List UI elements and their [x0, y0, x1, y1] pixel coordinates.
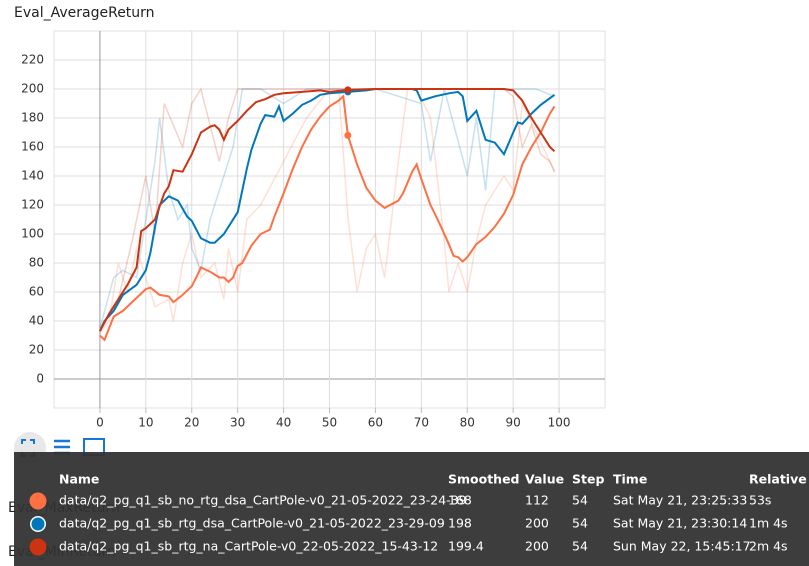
x-tick-label: 50	[322, 416, 337, 430]
smoothed-line	[99, 88, 556, 332]
column-header: Name	[59, 472, 99, 487]
cell-name: data/q2_pg_q1_sb_rtg_na_CartPole-v0_22-0…	[59, 539, 438, 554]
x-tick-label: 70	[414, 416, 429, 430]
run-swatch	[29, 492, 47, 510]
x-tick-label: 40	[276, 416, 291, 430]
x-tick-label: 80	[460, 416, 475, 430]
y-tick-label: 40	[29, 314, 44, 328]
raw-line	[99, 88, 555, 329]
y-tick-label: 100	[21, 227, 44, 241]
column-header: Value	[525, 472, 564, 487]
column-header: Time	[613, 472, 647, 487]
y-tick-label: 160	[21, 140, 44, 154]
y-tick-label: 180	[21, 111, 44, 125]
cell-value: 200	[525, 539, 549, 554]
cell-relative: 2m 4s	[749, 539, 788, 554]
y-tick-label: 200	[21, 82, 44, 96]
y-tick-label: 80	[29, 256, 44, 270]
cell-relative: 1m 4s	[749, 516, 788, 531]
y-tick-label: 220	[21, 53, 44, 67]
column-header: Smoothed	[448, 472, 520, 487]
cell-value: 112	[525, 493, 549, 508]
hover-point	[344, 86, 352, 94]
cell-smoothed: 198	[448, 516, 472, 531]
raw-line	[99, 88, 556, 334]
smoothed-line	[98, 88, 556, 332]
x-tick-label: 60	[368, 416, 383, 430]
plot: 0 20 40 60 80 100 120 140 160 180 200 220 0 10 20 30 40 5…	[21, 30, 606, 430]
x-tick-label: 30	[230, 416, 245, 430]
smoothed-line	[99, 94, 556, 342]
hover-point	[344, 131, 352, 139]
list-icon[interactable]	[54, 439, 70, 455]
y-tick-label: 120	[21, 198, 44, 212]
fullscreen-icon[interactable]	[21, 439, 35, 457]
cell-value: 200	[525, 516, 549, 531]
cell-name: data/q2_pg_q1_sb_no_rtg_dsa_CartPole-v0_…	[59, 493, 467, 508]
cell-time: Sat May 21, 23:25:33	[613, 493, 747, 508]
column-header: Relative	[749, 472, 807, 487]
y-tick-label: 60	[29, 285, 44, 299]
x-tick-label: 0	[96, 416, 104, 430]
y-tick-label: 20	[29, 343, 44, 357]
cell-step: 54	[572, 516, 588, 531]
x-tick-label: 100	[548, 416, 571, 430]
y-tick-label: 0	[36, 372, 44, 386]
chart-title: Eval_AverageReturn	[14, 5, 155, 21]
cell-relative: 53s	[749, 493, 771, 508]
cell-smoothed: 168	[448, 493, 472, 508]
cell-smoothed: 199.4	[448, 539, 484, 554]
run-swatch	[31, 517, 45, 531]
column-header: Step	[572, 472, 604, 487]
cell-step: 54	[572, 539, 588, 554]
x-tick-label: 20	[184, 416, 199, 430]
x-tick-label: 10	[138, 416, 153, 430]
cell-time: Sat May 21, 23:30:14	[613, 516, 747, 531]
run-swatch	[29, 538, 47, 556]
tooltip-bg	[14, 452, 809, 566]
raw-line	[99, 87, 556, 332]
x-tick-label: 90	[506, 416, 521, 430]
tooltip: Name Smoothed Value Step Time Relative data/q2…	[14, 452, 809, 566]
y-tick-label: 140	[21, 169, 44, 183]
cell-time: Sun May 22, 15:45:17	[613, 539, 751, 554]
cell-name: data/q2_pg_q1_sb_rtg_dsa_CartPole-v0_21-…	[59, 516, 445, 531]
cell-step: 54	[572, 493, 588, 508]
